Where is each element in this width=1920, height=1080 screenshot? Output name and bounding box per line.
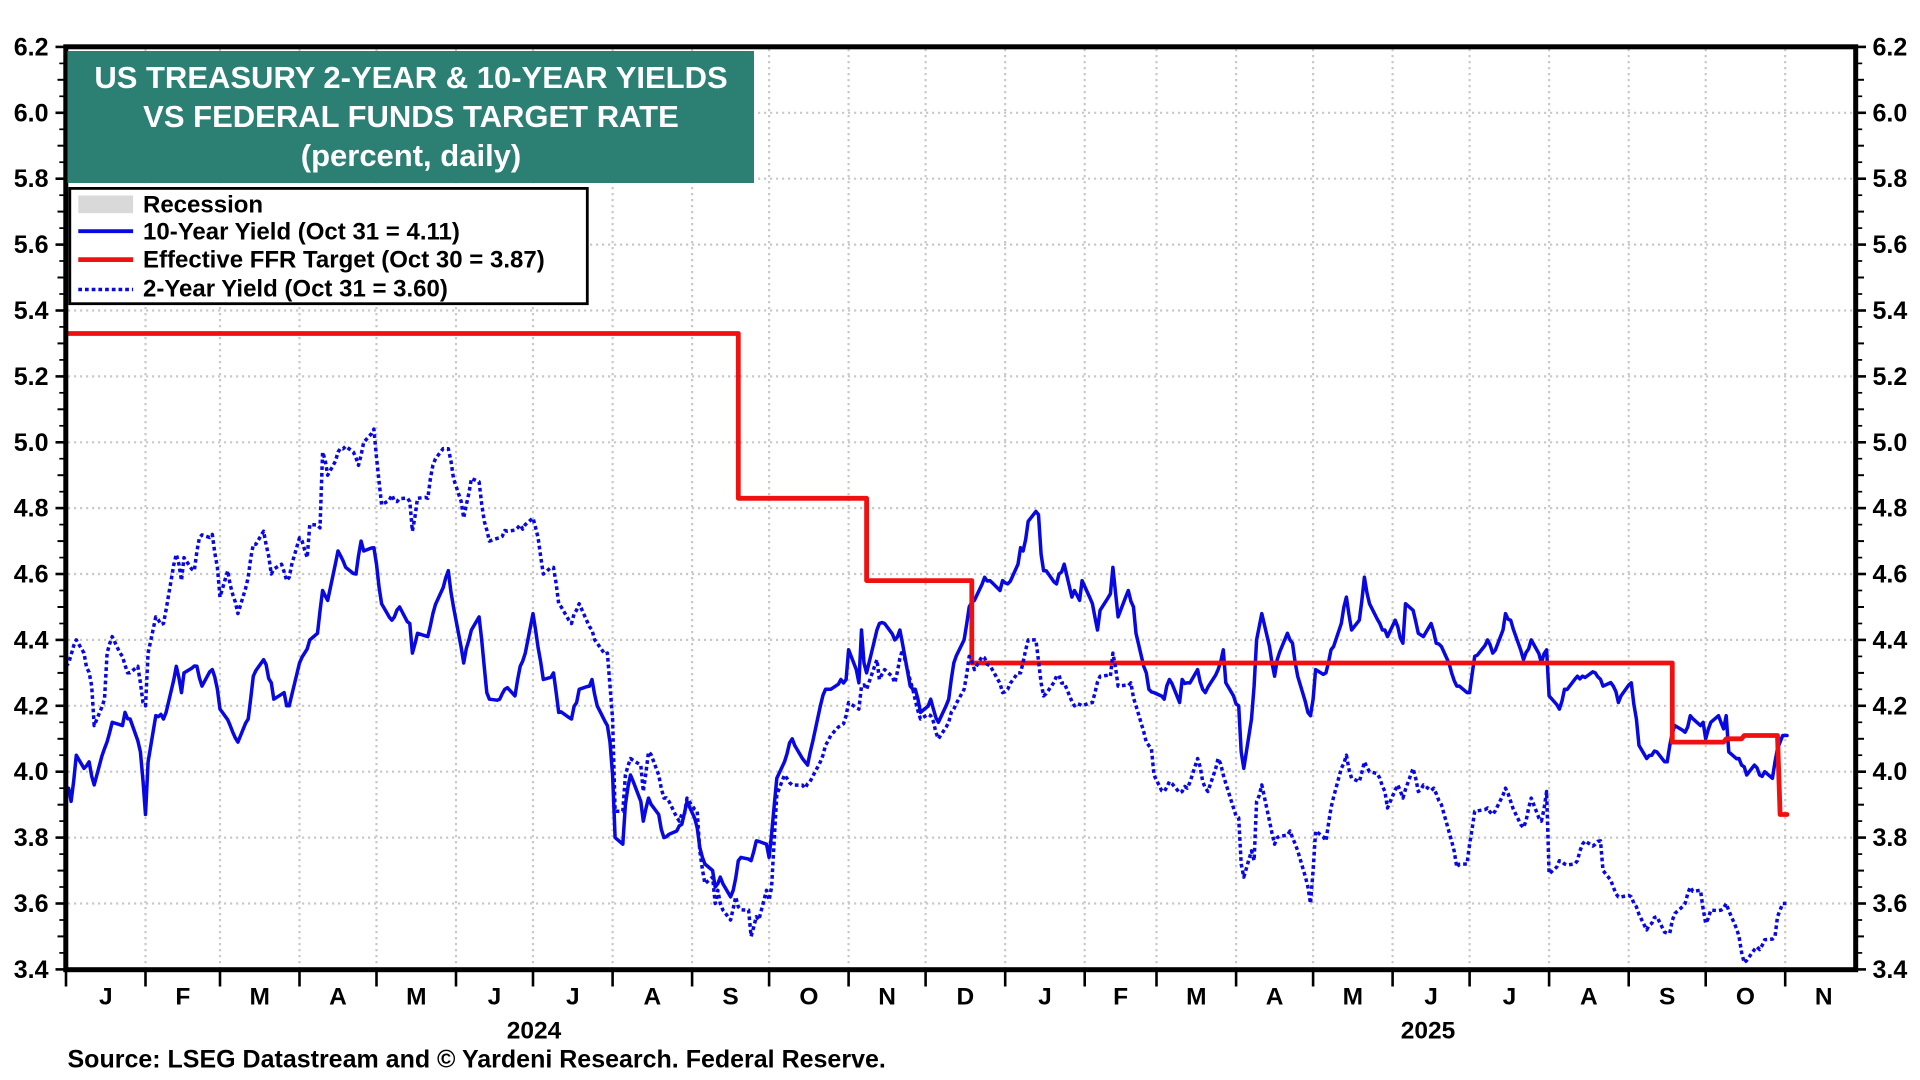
svg-text:4.4: 4.4 bbox=[14, 626, 49, 654]
svg-text:J: J bbox=[566, 984, 580, 1011]
svg-text:O: O bbox=[1736, 984, 1755, 1011]
svg-text:5.6: 5.6 bbox=[14, 231, 49, 259]
svg-text:4.0: 4.0 bbox=[14, 758, 49, 786]
svg-text:4.0: 4.0 bbox=[1873, 758, 1908, 786]
svg-text:A: A bbox=[1266, 984, 1284, 1011]
svg-text:3.8: 3.8 bbox=[1873, 824, 1908, 852]
svg-text:M: M bbox=[249, 984, 269, 1011]
svg-text:3.6: 3.6 bbox=[1873, 890, 1908, 918]
svg-text:M: M bbox=[406, 984, 426, 1011]
svg-text:6.0: 6.0 bbox=[14, 99, 49, 127]
svg-text:Recession: Recession bbox=[143, 192, 263, 219]
svg-text:M: M bbox=[1343, 984, 1363, 1011]
svg-text:5.8: 5.8 bbox=[1873, 165, 1908, 193]
svg-text:J: J bbox=[99, 984, 113, 1011]
svg-text:A: A bbox=[1580, 984, 1598, 1011]
svg-text:3.4: 3.4 bbox=[1873, 956, 1908, 984]
svg-text:A: A bbox=[643, 984, 661, 1011]
svg-text:2-Year Yield (Oct 31 = 3.60): 2-Year Yield (Oct 31 = 3.60) bbox=[143, 276, 448, 303]
svg-text:O: O bbox=[799, 984, 818, 1011]
svg-text:J: J bbox=[1424, 984, 1438, 1011]
svg-text:5.8: 5.8 bbox=[14, 165, 49, 193]
svg-text:N: N bbox=[878, 984, 896, 1011]
svg-text:4.6: 4.6 bbox=[14, 561, 49, 589]
svg-text:4.8: 4.8 bbox=[14, 495, 49, 523]
svg-text:5.4: 5.4 bbox=[1873, 297, 1908, 325]
svg-text:5.0: 5.0 bbox=[1873, 429, 1908, 457]
svg-text:5.2: 5.2 bbox=[14, 363, 49, 391]
svg-text:F: F bbox=[1113, 984, 1128, 1011]
svg-text:6.2: 6.2 bbox=[14, 33, 49, 61]
svg-text:4.2: 4.2 bbox=[14, 692, 49, 720]
svg-text:Source: LSEG Datastream and ©: Source: LSEG Datastream and © Yardeni Re… bbox=[68, 1046, 886, 1074]
svg-text:6.2: 6.2 bbox=[1873, 33, 1908, 61]
svg-text:S: S bbox=[722, 984, 738, 1011]
svg-text:5.4: 5.4 bbox=[14, 297, 49, 325]
svg-text:N: N bbox=[1815, 984, 1833, 1011]
svg-text:5.0: 5.0 bbox=[14, 429, 49, 457]
svg-text:J: J bbox=[1038, 984, 1052, 1011]
svg-text:5.2: 5.2 bbox=[1873, 363, 1908, 391]
svg-text:2025: 2025 bbox=[1401, 1018, 1456, 1045]
svg-text:2024: 2024 bbox=[507, 1018, 562, 1045]
svg-text:A: A bbox=[329, 984, 347, 1011]
svg-text:6.0: 6.0 bbox=[1873, 99, 1908, 127]
svg-text:J: J bbox=[488, 984, 502, 1011]
svg-text:VS FEDERAL FUNDS TARGET RATE: VS FEDERAL FUNDS TARGET RATE bbox=[143, 99, 679, 134]
svg-text:10-Year Yield (Oct 31 = 4.11): 10-Year Yield (Oct 31 = 4.11) bbox=[143, 219, 460, 246]
svg-text:3.6: 3.6 bbox=[14, 890, 49, 918]
svg-text:(percent, daily): (percent, daily) bbox=[301, 138, 522, 173]
svg-text:4.2: 4.2 bbox=[1873, 692, 1908, 720]
svg-text:Effective FFR Target (Oct 30 =: Effective FFR Target (Oct 30 = 3.87) bbox=[143, 247, 545, 274]
svg-text:4.6: 4.6 bbox=[1873, 561, 1908, 589]
svg-text:4.4: 4.4 bbox=[1873, 626, 1908, 654]
svg-text:3.4: 3.4 bbox=[14, 956, 49, 984]
svg-text:US TREASURY 2-YEAR & 10-YEAR Y: US TREASURY 2-YEAR & 10-YEAR YIELDS bbox=[94, 60, 727, 95]
svg-text:J: J bbox=[1503, 984, 1517, 1011]
svg-text:D: D bbox=[957, 984, 975, 1011]
svg-text:M: M bbox=[1186, 984, 1206, 1011]
svg-text:4.8: 4.8 bbox=[1873, 495, 1908, 523]
svg-text:3.8: 3.8 bbox=[14, 824, 49, 852]
svg-text:F: F bbox=[175, 984, 190, 1011]
svg-text:5.6: 5.6 bbox=[1873, 231, 1908, 259]
svg-text:S: S bbox=[1659, 984, 1675, 1011]
